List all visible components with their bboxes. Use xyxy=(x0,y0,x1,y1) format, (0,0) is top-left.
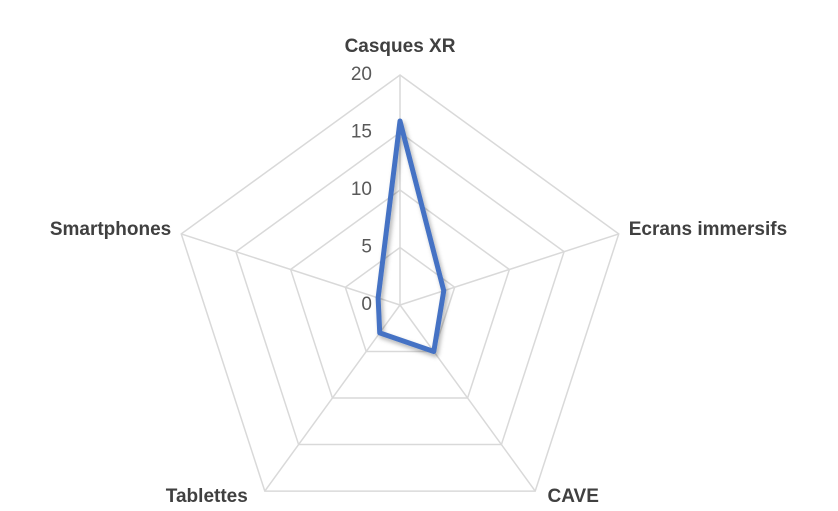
grid-ring xyxy=(344,246,456,353)
category-label: CAVE xyxy=(547,486,598,507)
grid-ring xyxy=(235,131,565,446)
category-label: Smartphones xyxy=(50,219,171,240)
series-line xyxy=(375,118,447,355)
grid-ring xyxy=(289,189,511,399)
spoke xyxy=(399,304,536,492)
category-label: Ecrans immersifs xyxy=(629,219,787,240)
category-label: Casques XR xyxy=(345,36,456,57)
grid-ring xyxy=(180,74,620,492)
r-tick-label: 5 xyxy=(361,237,372,258)
r-tick-label: 0 xyxy=(361,294,372,315)
spoke xyxy=(399,233,619,306)
spoke xyxy=(181,233,401,306)
r-tick-label: 20 xyxy=(351,64,372,85)
spoke xyxy=(264,304,401,492)
category-label: Tablettes xyxy=(166,486,248,507)
r-tick-label: 15 xyxy=(351,122,372,143)
r-tick-label: 10 xyxy=(351,179,372,200)
